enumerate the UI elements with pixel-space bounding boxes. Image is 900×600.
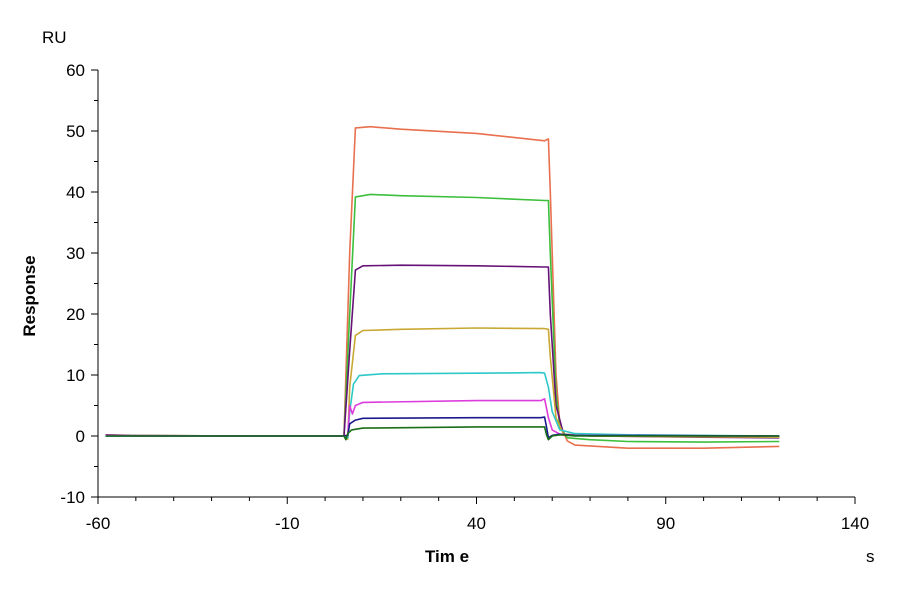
- y-tick-label: -10: [60, 488, 85, 507]
- x-tick-label: 140: [841, 514, 869, 533]
- y-axis-unit: RU: [42, 28, 67, 47]
- x-tick-label: -10: [275, 514, 300, 533]
- y-axis-title: Response: [20, 255, 39, 336]
- y-tick-label: 60: [66, 61, 85, 80]
- y-tick-label: 10: [66, 366, 85, 385]
- series-lines: [105, 125, 780, 449]
- x-tick-label: 40: [467, 514, 486, 533]
- series-line-2: [105, 193, 780, 443]
- y-tick-label: 20: [66, 305, 85, 324]
- x-tick-label: -60: [86, 514, 111, 533]
- y-tick-label: 50: [66, 122, 85, 141]
- x-axis-title: Tim e: [425, 547, 469, 566]
- y-tick-label: 40: [66, 183, 85, 202]
- series-line-4: [105, 327, 780, 440]
- series-line-1: [105, 125, 780, 449]
- x-tick-label: 90: [656, 514, 675, 533]
- x-axis-unit: s: [866, 547, 875, 566]
- series-line-3: [105, 264, 780, 439]
- y-tick-label: 0: [76, 427, 85, 446]
- series-line-8: [105, 426, 780, 441]
- y-tick-label: 30: [66, 244, 85, 263]
